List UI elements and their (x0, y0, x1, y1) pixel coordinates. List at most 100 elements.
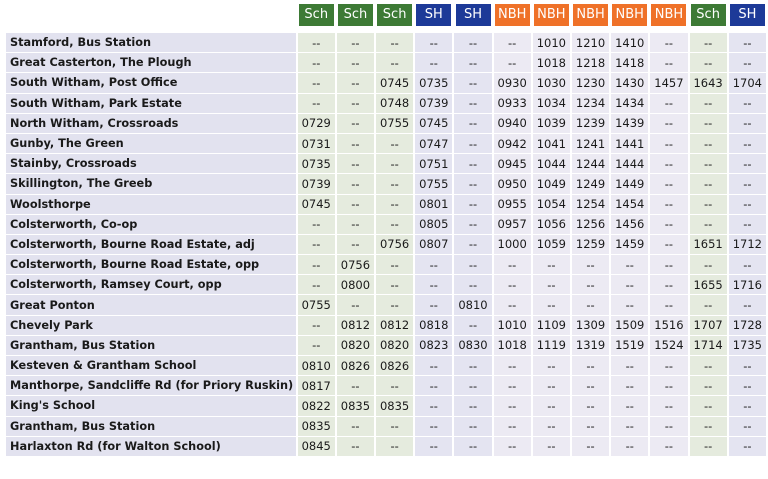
time-cell: -- (493, 275, 531, 295)
time-cell: -- (454, 33, 492, 53)
stop-name: Stainby, Crossroads (6, 154, 296, 174)
time-cell: -- (336, 33, 375, 53)
time-cell: -- (728, 93, 766, 113)
time-cell: -- (728, 356, 766, 376)
route-badge: Sch (377, 4, 413, 26)
stop-name: Great Ponton (6, 295, 296, 315)
time-cell: -- (650, 194, 688, 214)
time-cell: -- (728, 376, 766, 396)
time-cell: -- (454, 194, 492, 214)
time-cell: 1254 (571, 194, 610, 214)
stop-row: Woolsthorpe 0745 -- -- 0801 -- 0955 1054 1254 145… (6, 194, 766, 214)
time-cell: 1309 (571, 315, 610, 335)
stop-row: Great Casterton, The Plough -- -- -- -- -- -- 1… (6, 53, 766, 73)
time-cell: 1509 (611, 315, 649, 335)
stop-row: Grantham, Bus Station 0835 -- -- -- -- -- -- -- -… (6, 416, 766, 436)
time-cell: 0835 (297, 416, 335, 436)
time-cell: -- (376, 214, 414, 234)
time-cell: 0756 (376, 234, 414, 255)
stop-name: Stamford, Bus Station (6, 33, 296, 53)
table-body: Stamford, Bus Station -- -- -- -- -- -- 1010 121… (6, 33, 766, 456)
time-cell: -- (376, 275, 414, 295)
stop-row: Great Ponton 0755 -- -- -- 0810 -- -- -- -- -- -- -- (6, 295, 766, 315)
route-badge: NBH (533, 4, 569, 26)
stop-name: Colsterworth, Bourne Road Estate, adj (6, 234, 296, 255)
time-cell: -- (415, 396, 453, 416)
time-cell: 0800 (336, 275, 375, 295)
time-cell: -- (689, 93, 727, 113)
stop-row: Colsterworth, Bourne Road Estate, opp -- 0… (6, 255, 766, 275)
stop-name: Grantham, Bus Station (6, 416, 296, 436)
time-cell: 1249 (571, 174, 610, 194)
time-cell: 1241 (571, 133, 610, 154)
column-header: Sch (690, 4, 727, 32)
time-cell: 1444 (611, 154, 649, 174)
time-cell: 1054 (532, 194, 570, 214)
stop-row: South Witham, Post Office -- -- 0745 0735 -- 0… (6, 73, 766, 93)
time-cell: -- (728, 396, 766, 416)
time-cell: -- (454, 436, 492, 456)
time-cell: 1210 (571, 33, 610, 53)
time-cell: 1319 (571, 335, 610, 355)
time-cell: -- (532, 416, 570, 436)
time-cell: 1439 (611, 113, 649, 133)
stop-name: Colsterworth, Bourne Road Estate, opp (6, 255, 296, 275)
column-header: Sch (337, 4, 374, 32)
time-cell: 1516 (650, 315, 688, 335)
time-cell: -- (454, 93, 492, 113)
time-cell: -- (493, 33, 531, 53)
time-cell: 1010 (532, 33, 570, 53)
time-cell: 1109 (532, 315, 570, 335)
time-cell: 1716 (728, 275, 766, 295)
time-cell: -- (650, 275, 688, 295)
time-cell: 0731 (297, 133, 335, 154)
time-cell: 1728 (728, 315, 766, 335)
time-cell: 1643 (689, 73, 727, 93)
column-header: NBH (650, 4, 687, 32)
time-cell: -- (650, 255, 688, 275)
stop-row: Gunby, The Green 0731 -- -- 0747 -- 0942 1041 12… (6, 133, 766, 154)
stop-name: Skillington, The Greeb (6, 174, 296, 194)
time-cell: -- (493, 295, 531, 315)
time-cell: 1519 (611, 335, 649, 355)
time-cell: -- (336, 234, 375, 255)
time-cell: -- (454, 154, 492, 174)
time-cell: 1030 (532, 73, 570, 93)
time-cell: -- (689, 416, 727, 436)
time-cell: -- (689, 154, 727, 174)
time-cell: -- (415, 255, 453, 275)
time-cell: 1056 (532, 214, 570, 234)
header-row: Sch Sch Sch SH SH NBH NBH NBH NBH NBH Sch SH (6, 4, 766, 32)
time-cell: -- (571, 436, 610, 456)
time-cell: -- (728, 416, 766, 436)
route-badge: Sch (298, 4, 334, 26)
time-cell: -- (336, 376, 375, 396)
timetable-table: Sch Sch Sch SH SH NBH NBH NBH NBH NBH Sch SH Stamfo… (4, 3, 768, 457)
time-cell: -- (650, 436, 688, 456)
time-cell: -- (493, 356, 531, 376)
time-cell: 0745 (297, 194, 335, 214)
time-cell: -- (571, 275, 610, 295)
route-badge: SH (416, 4, 452, 26)
stop-row: Skillington, The Greeb 0739 -- -- 0755 -- 0950… (6, 174, 766, 194)
column-header: NBH (611, 4, 648, 32)
time-cell: -- (336, 295, 375, 315)
time-cell: 0745 (376, 73, 414, 93)
time-cell: 0729 (297, 113, 335, 133)
time-cell: -- (415, 356, 453, 376)
stop-name: South Witham, Post Office (6, 73, 296, 93)
time-cell: -- (336, 174, 375, 194)
time-cell: 1456 (611, 214, 649, 234)
time-cell: 0755 (376, 113, 414, 133)
time-cell: 0830 (454, 335, 492, 355)
time-cell: -- (650, 416, 688, 436)
time-cell: -- (689, 53, 727, 73)
time-cell: -- (611, 275, 649, 295)
time-cell: 0933 (493, 93, 531, 113)
time-cell: -- (376, 376, 414, 396)
time-cell: -- (415, 275, 453, 295)
column-header: SH (454, 4, 491, 32)
time-cell: -- (532, 376, 570, 396)
stop-row: Colsterworth, Co-op -- -- -- 0805 -- 0957 1056 1… (6, 214, 766, 234)
time-cell: -- (650, 174, 688, 194)
